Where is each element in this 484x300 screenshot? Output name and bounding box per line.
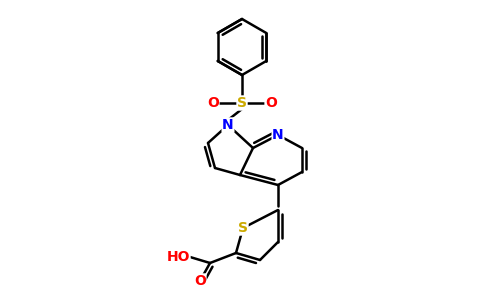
Text: O: O bbox=[207, 96, 219, 110]
Text: S: S bbox=[238, 221, 248, 235]
Text: O: O bbox=[194, 274, 206, 288]
Text: N: N bbox=[272, 128, 284, 142]
Text: N: N bbox=[222, 118, 234, 132]
Text: S: S bbox=[237, 96, 247, 110]
Text: HO: HO bbox=[166, 250, 190, 264]
Text: O: O bbox=[265, 96, 277, 110]
